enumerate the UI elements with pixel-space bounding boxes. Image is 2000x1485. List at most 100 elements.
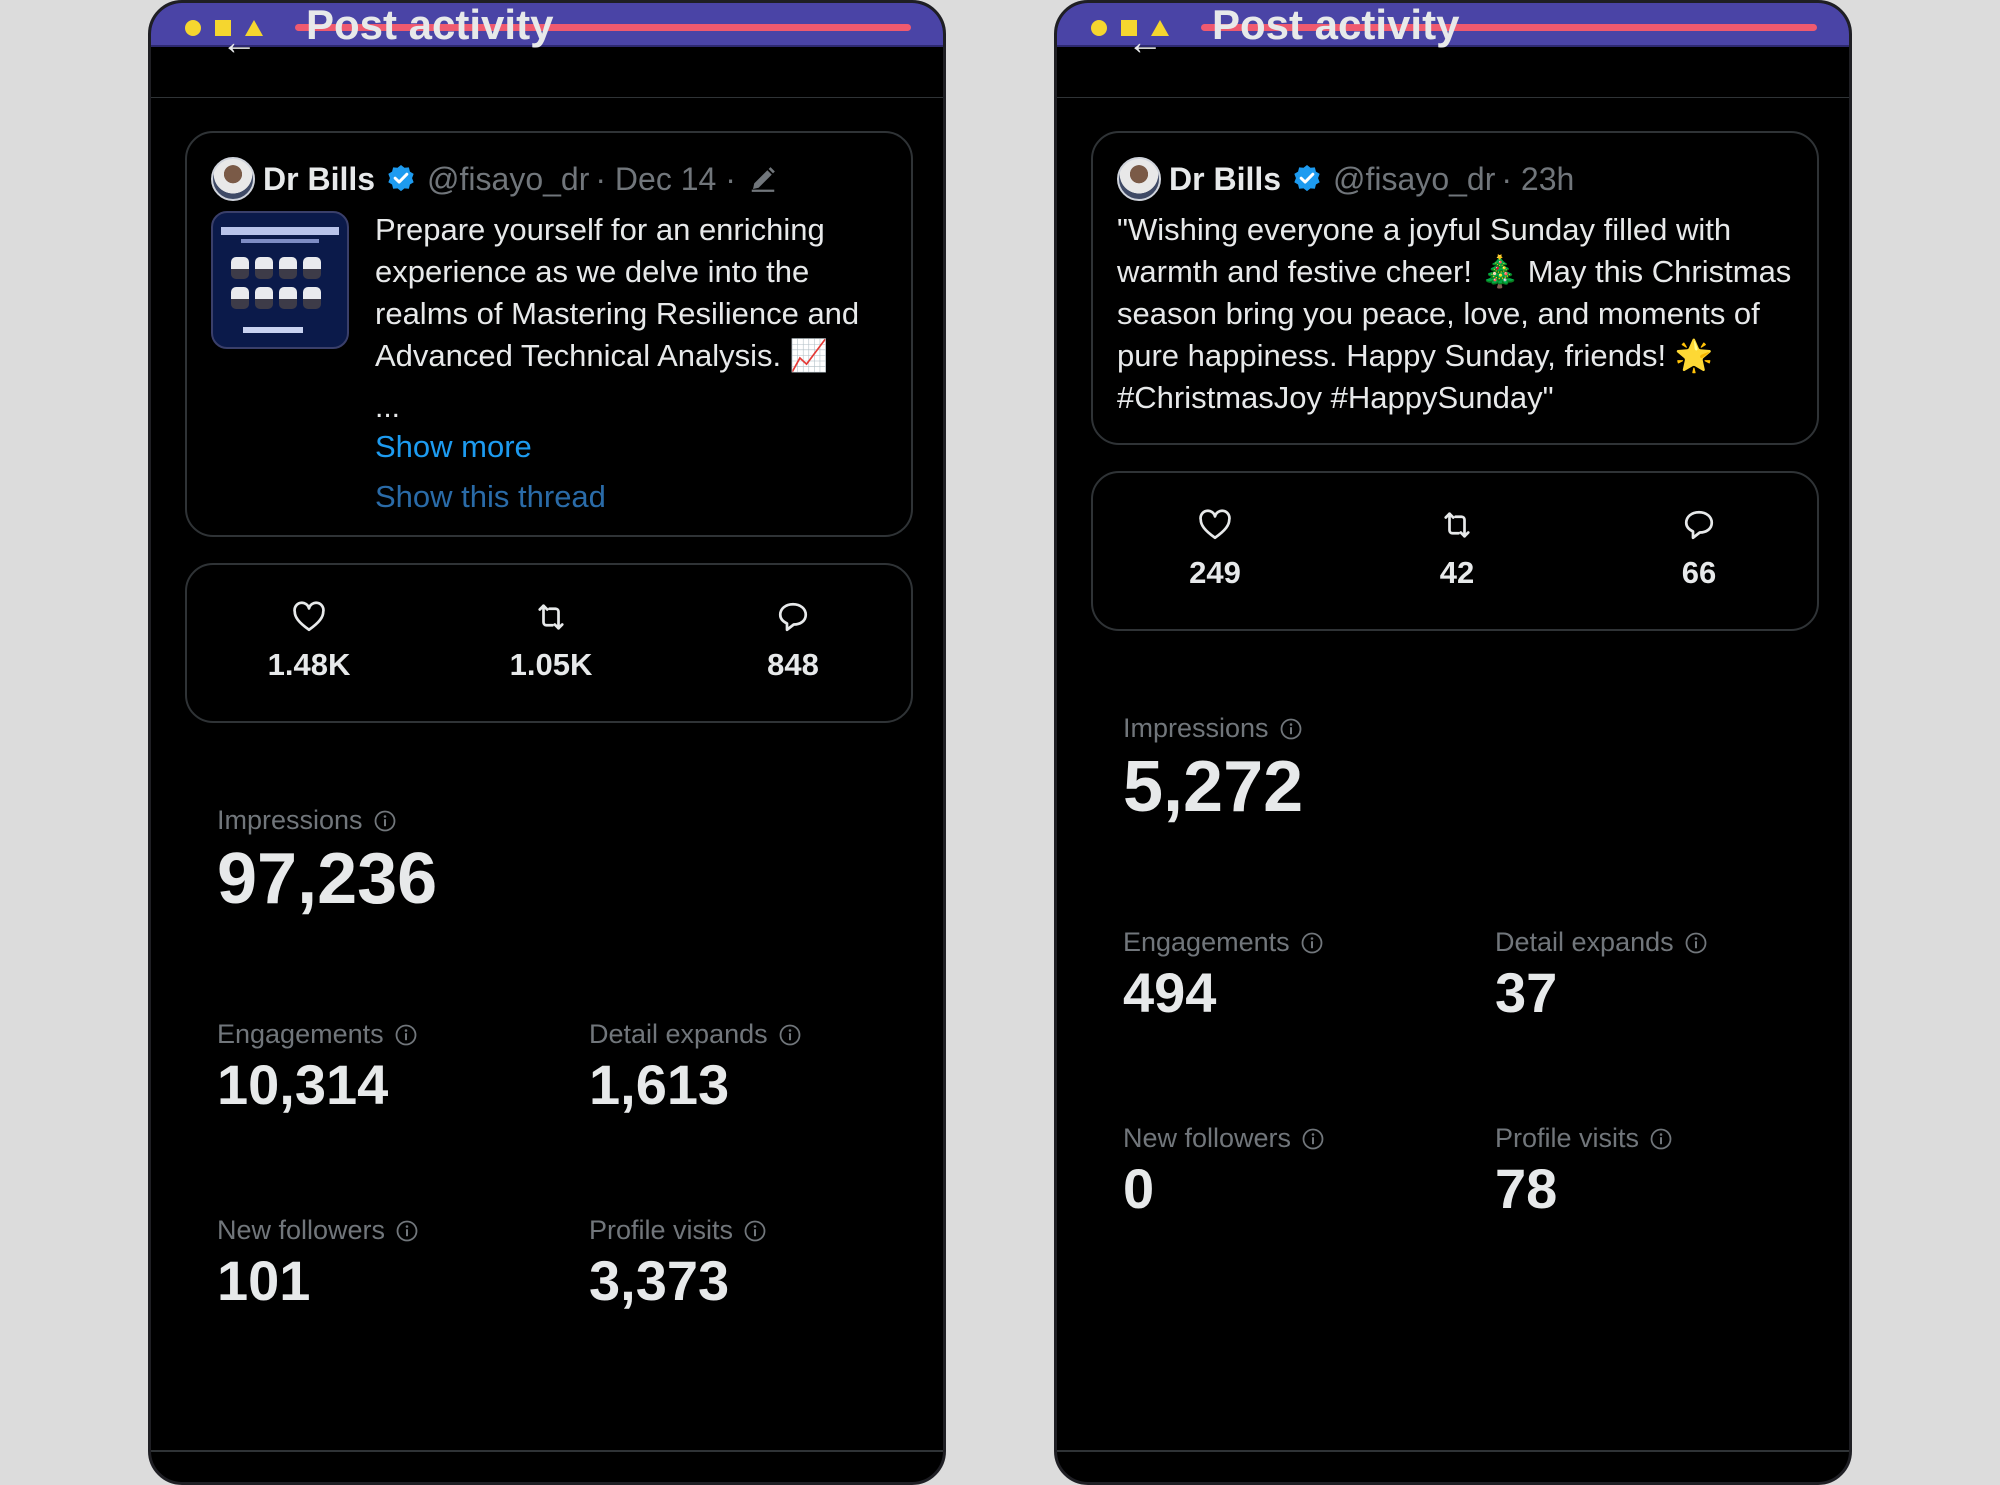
post-ellipsis: ... [375, 391, 401, 424]
likes-count: 1.48K [267, 647, 351, 682]
info-icon[interactable] [1684, 931, 1708, 955]
author-row: Dr Bills @fisayo_dr · Dec 14 · [263, 159, 778, 199]
back-arrow-icon[interactable]: ← [1127, 21, 1163, 62]
window-dot-square [215, 20, 231, 36]
phone-screen-right: ← Post activity Dr Bills @fisayo_dr · 23… [1054, 0, 1852, 1485]
heart-icon [1199, 509, 1231, 540]
reposts-stat[interactable]: 42 [1377, 507, 1537, 591]
info-icon[interactable] [1301, 1127, 1325, 1151]
replies-stat[interactable]: 848 [713, 599, 873, 683]
window-dot-circle [1091, 20, 1107, 36]
profile-visits-value: 3,373 [589, 1249, 730, 1312]
engagements-label: Engagements [1123, 927, 1290, 957]
post-text: "Wishing everyone a joyful Sunday filled… [1117, 212, 1792, 415]
impressions-label: Impressions [1123, 713, 1269, 743]
replies-stat[interactable]: 66 [1619, 507, 1779, 591]
post-card[interactable]: Dr Bills @fisayo_dr · 23h "Wishing every… [1091, 131, 1819, 445]
avatar[interactable] [1117, 157, 1161, 201]
post-time: · 23h [1501, 160, 1575, 197]
window-dot-triangle [1151, 20, 1169, 36]
info-icon[interactable] [1279, 717, 1303, 741]
detail-expands-label: Detail expands [1495, 927, 1674, 957]
new-followers-value: 0 [1123, 1157, 1155, 1220]
reposts-stat[interactable]: 1.05K [471, 599, 631, 683]
info-icon[interactable] [373, 809, 397, 833]
detail-expands-metric: Detail expands 1,613 [589, 1019, 802, 1117]
header-divider [151, 97, 943, 98]
reposts-count: 42 [1439, 555, 1475, 590]
engagements-metric: Engagements 10,314 [217, 1019, 418, 1117]
progress-line [295, 24, 911, 31]
verified-badge-icon [1292, 163, 1322, 193]
repost-icon [538, 604, 564, 630]
info-icon[interactable] [395, 1219, 419, 1243]
author-handle[interactable]: @fisayo_dr [427, 160, 590, 197]
impressions-metric: Impressions 97,236 [217, 805, 437, 920]
detail-expands-metric: Detail expands 37 [1495, 927, 1708, 1025]
info-icon[interactable] [743, 1219, 767, 1243]
post-image-thumbnail[interactable] [211, 211, 349, 349]
author-row: Dr Bills @fisayo_dr · 23h [1169, 159, 1574, 199]
profile-visits-metric: Profile visits 78 [1495, 1123, 1673, 1221]
new-followers-label: New followers [217, 1215, 386, 1245]
heart-icon [293, 601, 325, 632]
author-name[interactable]: Dr Bills [1169, 160, 1282, 197]
post-date: · Dec 14 · [595, 160, 736, 197]
engagements-value: 10,314 [217, 1053, 389, 1116]
info-icon[interactable] [1300, 931, 1324, 955]
new-followers-label: New followers [1123, 1123, 1292, 1153]
likes-stat[interactable]: 1.48K [229, 599, 389, 683]
repost-icon [1444, 512, 1470, 538]
author-handle[interactable]: @fisayo_dr [1333, 160, 1496, 197]
profile-visits-metric: Profile visits 3,373 [589, 1215, 767, 1313]
replies-count: 848 [767, 647, 819, 682]
verified-badge-icon [386, 163, 416, 193]
avatar[interactable] [211, 157, 255, 201]
reposts-count: 1.05K [509, 647, 593, 682]
window-dot-circle [185, 20, 201, 36]
window-dot-triangle [245, 20, 263, 36]
post-text: Prepare yourself for an enriching experi… [375, 212, 860, 373]
likes-stat[interactable]: 249 [1135, 507, 1295, 591]
page-title: Post activity [306, 1, 554, 48]
window-dot-square [1121, 20, 1137, 36]
engagements-metric: Engagements 494 [1123, 927, 1324, 1025]
profile-visits-label: Profile visits [1495, 1123, 1640, 1153]
engagement-stats-card: 1.48K 1.05K 848 [185, 563, 913, 723]
info-icon[interactable] [778, 1023, 802, 1047]
new-followers-value: 101 [217, 1249, 311, 1312]
impressions-label: Impressions [217, 805, 363, 835]
new-followers-metric: New followers 101 [217, 1215, 419, 1313]
detail-expands-label: Detail expands [589, 1019, 768, 1049]
show-more-link[interactable]: Show more [375, 429, 532, 464]
engagements-value: 494 [1123, 961, 1217, 1024]
show-thread-link[interactable]: Show this thread [375, 479, 606, 514]
post-card[interactable]: Dr Bills @fisayo_dr · Dec 14 · Prepare y… [185, 131, 913, 537]
new-followers-metric: New followers 0 [1123, 1123, 1325, 1221]
page-title: Post activity [1212, 1, 1460, 48]
profile-visits-label: Profile visits [589, 1215, 734, 1245]
back-arrow-icon[interactable]: ← [221, 21, 257, 62]
impressions-value: 5,272 [1123, 747, 1304, 827]
likes-count: 249 [1189, 555, 1241, 590]
reply-icon [1684, 510, 1714, 540]
reply-icon [778, 602, 808, 632]
info-icon[interactable] [1649, 1127, 1673, 1151]
profile-visits-value: 78 [1495, 1157, 1558, 1220]
engagements-label: Engagements [217, 1019, 384, 1049]
replies-count: 66 [1681, 555, 1717, 590]
engagement-stats-card: 249 42 66 [1091, 471, 1819, 631]
detail-expands-value: 1,613 [589, 1053, 730, 1116]
author-name[interactable]: Dr Bills [263, 160, 376, 197]
impressions-metric: Impressions 5,272 [1123, 713, 1303, 828]
header-divider [1057, 97, 1849, 98]
info-icon[interactable] [394, 1023, 418, 1047]
detail-expands-value: 37 [1495, 961, 1558, 1024]
bottom-divider [1057, 1450, 1849, 1452]
progress-line [1201, 24, 1817, 31]
bottom-divider [151, 1450, 943, 1452]
phone-screen-left: ← Post activity Dr Bills @fisayo_dr · De… [148, 0, 946, 1485]
edit-pencil-icon[interactable] [748, 164, 778, 194]
window-bar [1057, 3, 1849, 47]
impressions-value: 97,236 [217, 839, 438, 919]
